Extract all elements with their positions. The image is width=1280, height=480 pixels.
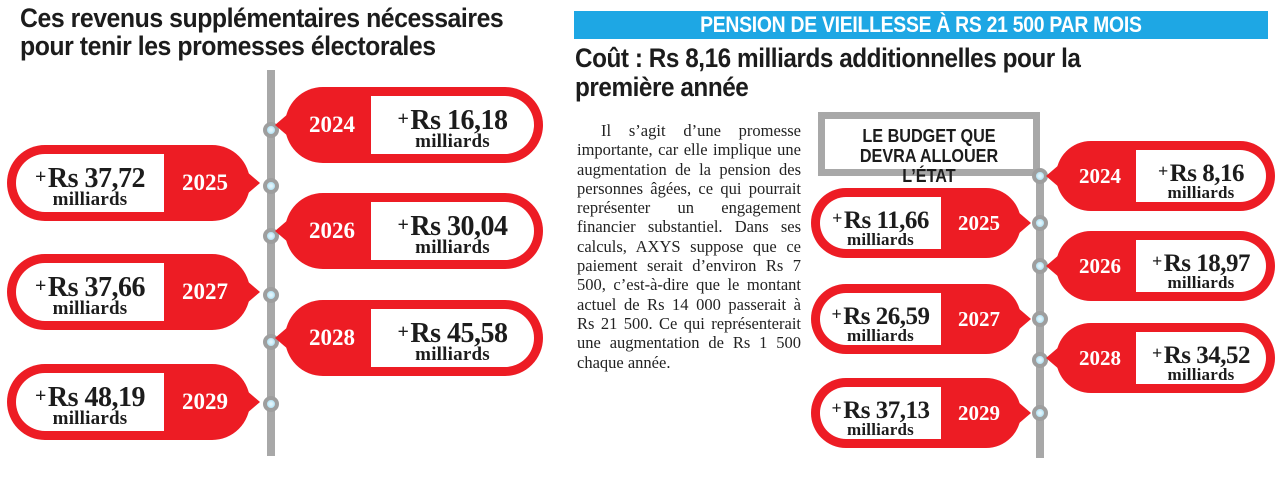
value-box: +Rs 45,58 milliards [371,309,534,367]
value-box: +Rs 48,19 milliards [16,373,164,431]
pointer-arrow [275,326,289,350]
pointer-arrow [1046,346,1060,370]
left-title: Ces revenus supplémentaires nécessaires … [20,3,504,61]
year-label: 2025 [182,170,228,195]
unit: milliards [847,326,914,345]
amount: Rs 30,04 [410,211,508,242]
section-banner: PENSION DE VIEILLESSE À RS 21 500 PAR MO… [574,11,1268,39]
value-box: +Rs 37,72 milliards [16,154,164,212]
unit: milliards [415,237,490,258]
pointer-arrow [1017,307,1031,331]
budget-card-2024: 2024 +Rs 8,16 milliards [1046,141,1275,211]
pointer-arrow [246,171,260,195]
budget-card-2029: 2029 +Rs 37,13 milliards [811,378,1031,448]
timeline-node-2027 [263,287,279,303]
budget-card-2028: 2028 +Rs 34,52 milliards [1046,323,1275,393]
unit: milliards [52,298,128,319]
pointer-arrow [1017,401,1031,425]
year-label: 2028 [309,325,355,350]
budget-label-box: LE BUDGET QUE DEVRA ALLOUER L’ÉTAT [818,112,1040,186]
timeline-node-2027 [1032,311,1048,327]
value-box: +Rs 18,97 milliards [1136,240,1266,292]
value-box: +Rs 26,59 milliards [820,293,941,345]
timeline-node-2029 [263,396,279,412]
year-label: 2026 [309,218,355,243]
value-box: +Rs 8,16 milliards [1136,150,1266,202]
amount: Rs 11,66 [843,207,929,234]
unit: milliards [415,131,490,152]
unit: milliards [1167,273,1235,292]
budget-card-2026: 2026 +Rs 18,97 milliards [1046,231,1275,301]
year-label: 2027 [958,307,1000,331]
amount: Rs 18,97 [1163,250,1251,277]
pointer-arrow [275,219,289,243]
amount: Rs 37,72 [47,163,146,194]
amount: Rs 45,58 [410,318,508,349]
year-label: 2024 [309,112,355,137]
value-box: +Rs 30,04 milliards [371,202,534,260]
unit: milliards [1167,365,1235,384]
amount: Rs 48,19 [47,382,146,413]
year-label: 2029 [182,389,228,414]
amount: Rs 37,13 [843,397,930,424]
amount: Rs 8,16 [1169,160,1245,187]
timeline-card-2024: 2024 +Rs 16,18 milliards [275,87,543,163]
amount: Rs 16,18 [410,105,508,136]
unit: milliards [847,230,914,249]
article-body: Il s’agit d’une promesse importante, car… [577,121,801,372]
pointer-arrow [275,113,289,137]
value-box: +Rs 11,66 milliards [820,197,941,249]
year-label: 2025 [958,211,1000,235]
pointer-arrow [1046,164,1060,188]
timeline-node-2025 [1032,215,1048,231]
unit: milliards [1167,183,1235,202]
year-label: 2028 [1079,346,1121,370]
year-label: 2026 [1079,254,1121,278]
timeline-card-2029: 2029 +Rs 48,19 milliards [7,364,260,440]
year-label: 2029 [958,401,1000,425]
timeline-node-2029 [1032,405,1048,421]
unit: milliards [847,420,914,439]
pointer-arrow [1017,211,1031,235]
year-label: 2027 [182,279,228,304]
left-timeline-line [267,70,275,456]
amount: Rs 26,59 [843,303,930,330]
value-box: +Rs 37,66 milliards [16,263,164,321]
year-label: 2024 [1079,164,1121,188]
budget-card-2025: 2025 +Rs 11,66 milliards [811,188,1031,258]
budget-card-2027: 2027 +Rs 26,59 milliards [811,284,1031,354]
unit: milliards [52,189,128,210]
timeline-card-2026: 2026 +Rs 30,04 milliards [275,193,543,269]
value-box: +Rs 34,52 milliards [1136,332,1266,384]
pointer-arrow [246,280,260,304]
value-box: +Rs 37,13 milliards [820,387,941,439]
timeline-card-2028: 2028 +Rs 45,58 milliards [275,300,543,376]
pointer-arrow [246,390,260,414]
timeline-node-2025 [263,178,279,194]
amount: Rs 37,66 [47,272,146,303]
pointer-arrow [1046,254,1060,278]
unit: milliards [415,344,490,365]
timeline-card-2027: 2027 +Rs 37,66 milliards [7,254,260,330]
unit: milliards [52,408,128,429]
value-box: +Rs 16,18 milliards [371,96,534,154]
amount: Rs 34,52 [1163,342,1251,369]
right-title: Coût : Rs 8,16 milliards additionnelles … [575,43,1081,102]
timeline-card-2025: 2025 +Rs 37,72 milliards [7,145,260,221]
